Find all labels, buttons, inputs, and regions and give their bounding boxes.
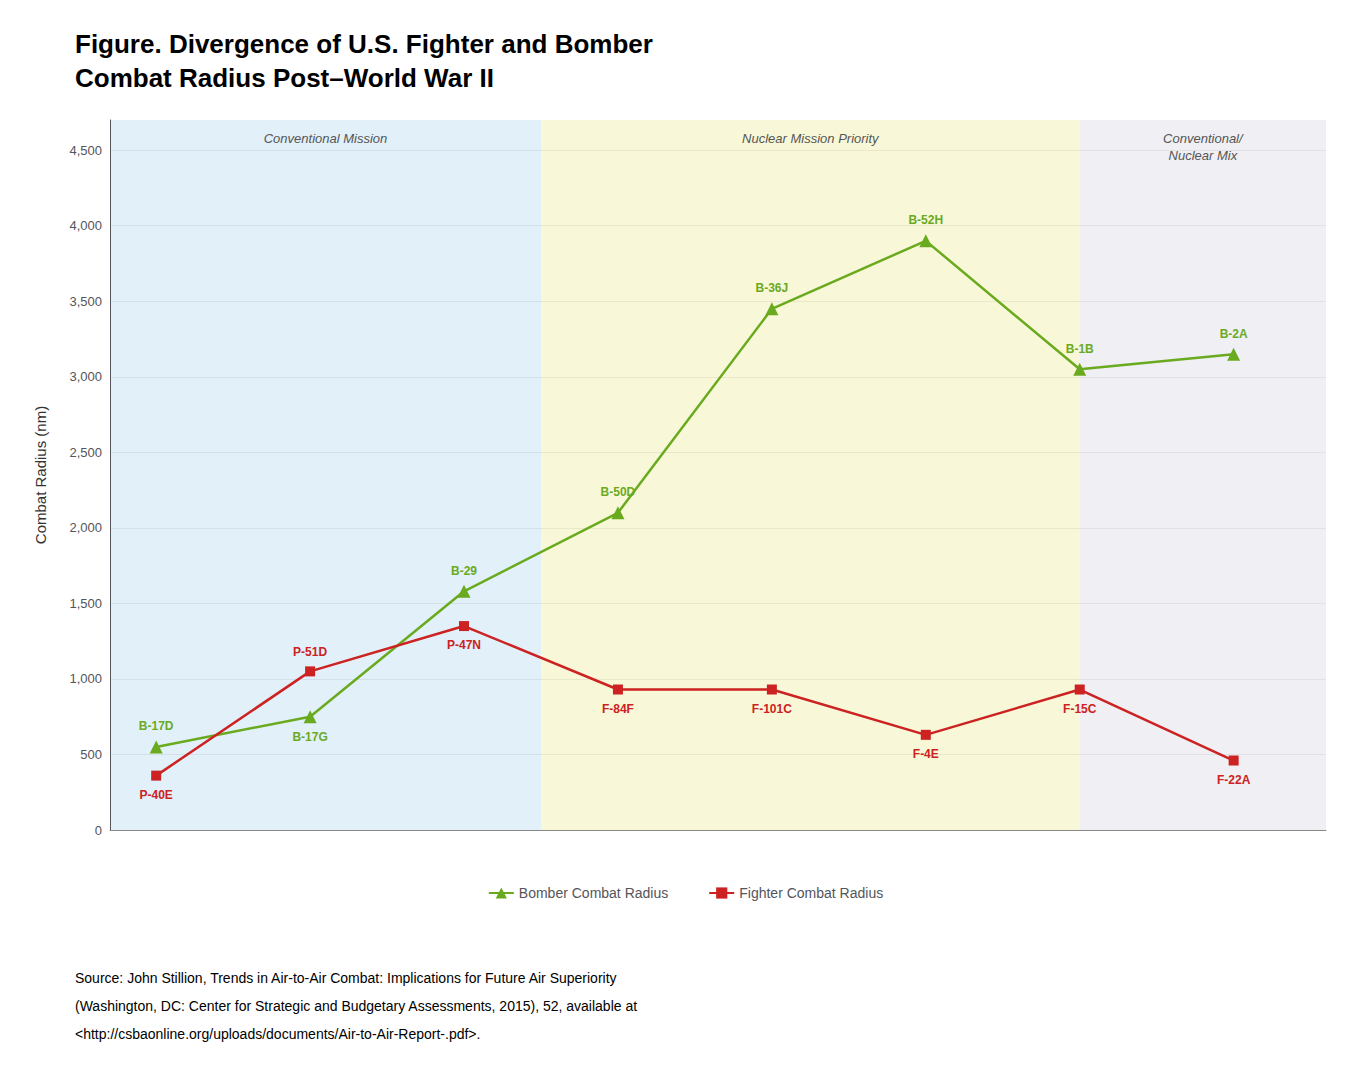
svg-text:F-4E: F-4E [913, 747, 939, 761]
svg-text:1,500: 1,500 [69, 596, 102, 611]
svg-text:P-40E: P-40E [139, 788, 172, 802]
svg-text:B-17G: B-17G [292, 730, 327, 744]
svg-text:Figure. Divergence of U.S. Fig: Figure. Divergence of U.S. Fighter and B… [75, 29, 653, 59]
svg-text:3,000: 3,000 [69, 369, 102, 384]
svg-text:<http://csbaonline.org/uploads: <http://csbaonline.org/uploads/documents… [75, 1026, 480, 1042]
svg-text:Bomber Combat Radius: Bomber Combat Radius [519, 885, 668, 901]
svg-text:2,000: 2,000 [69, 520, 102, 535]
svg-text:Conventional Mission: Conventional Mission [264, 131, 388, 146]
svg-text:Source: John Stillion, Trends: Source: John Stillion, Trends in Air-to-… [75, 970, 617, 986]
svg-text:(Washington, DC: Center for St: (Washington, DC: Center for Strategic an… [75, 998, 637, 1014]
svg-text:1,000: 1,000 [69, 671, 102, 686]
svg-text:F-22A: F-22A [1217, 773, 1251, 787]
svg-text:3,500: 3,500 [69, 294, 102, 309]
svg-text:4,000: 4,000 [69, 218, 102, 233]
svg-text:Combat Radius Post–World War I: Combat Radius Post–World War II [75, 63, 494, 93]
svg-text:Combat Radius (nm): Combat Radius (nm) [32, 406, 49, 544]
svg-text:B-50D: B-50D [601, 485, 636, 499]
svg-text:P-47N: P-47N [447, 638, 481, 652]
svg-text:B-36J: B-36J [756, 281, 789, 295]
svg-text:Fighter Combat Radius: Fighter Combat Radius [739, 885, 883, 901]
svg-text:4,500: 4,500 [69, 143, 102, 158]
svg-text:2,500: 2,500 [69, 445, 102, 460]
svg-text:B-1B: B-1B [1066, 342, 1094, 356]
svg-text:B-2A: B-2A [1220, 327, 1248, 341]
svg-text:500: 500 [80, 747, 102, 762]
svg-text:P-51D: P-51D [293, 645, 327, 659]
svg-text:Nuclear Mission Priority: Nuclear Mission Priority [742, 131, 880, 146]
svg-text:B-52H: B-52H [908, 213, 943, 227]
svg-text:B-17D: B-17D [139, 719, 174, 733]
svg-text:0: 0 [95, 823, 102, 838]
svg-text:Conventional/: Conventional/ [1163, 131, 1244, 146]
svg-text:F-15C: F-15C [1063, 702, 1097, 716]
svg-text:Nuclear Mix: Nuclear Mix [1169, 148, 1238, 163]
svg-text:B-29: B-29 [451, 564, 477, 578]
svg-text:F-101C: F-101C [752, 702, 792, 716]
svg-text:F-84F: F-84F [602, 702, 634, 716]
